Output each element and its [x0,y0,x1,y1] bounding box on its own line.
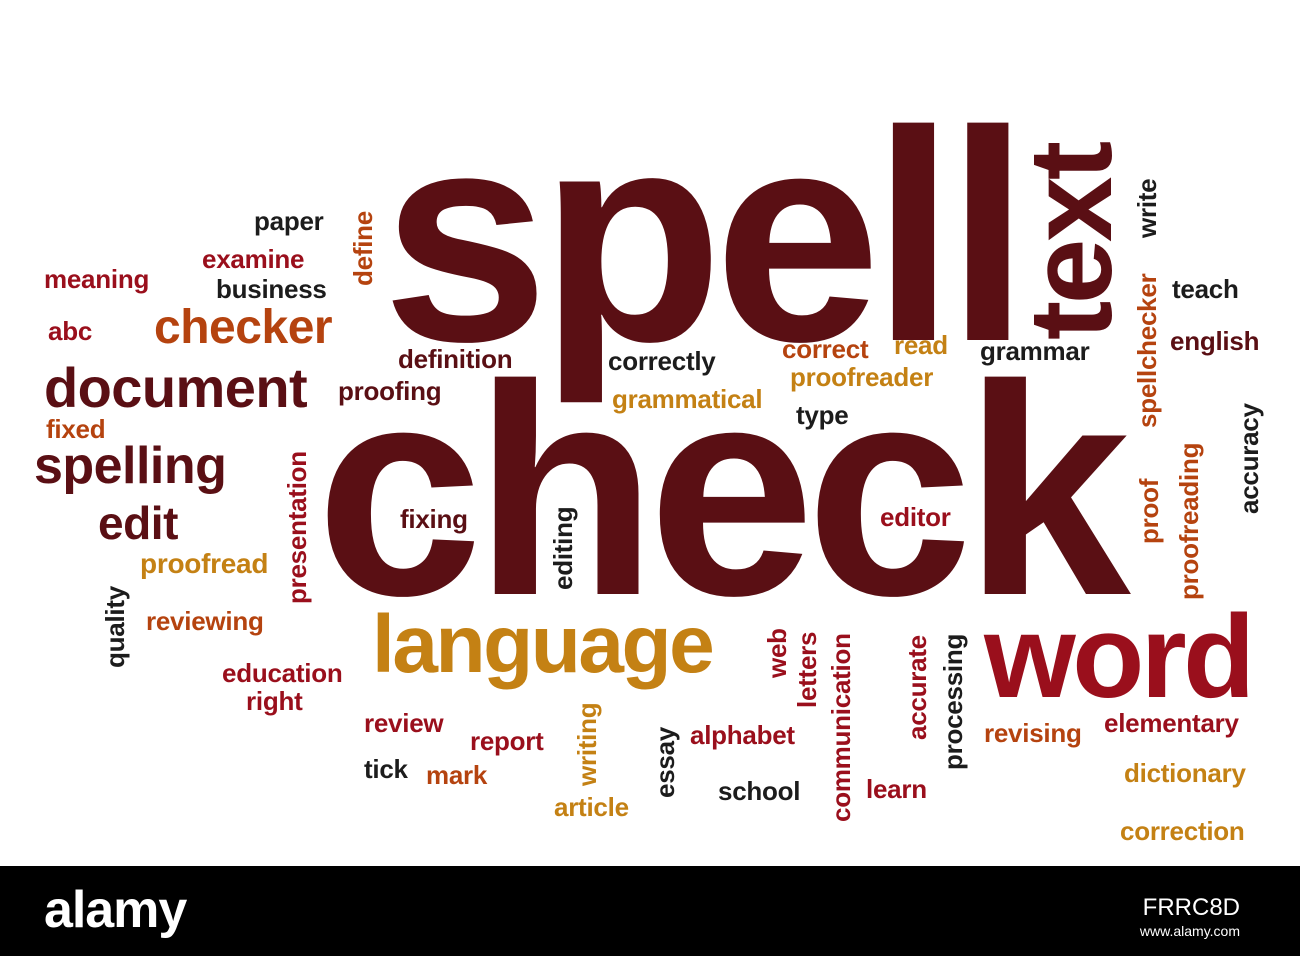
word-learn: learn [866,774,927,804]
word-revising: revising [984,718,1082,748]
word-meaning: meaning [44,264,150,294]
word-edit: edit [98,497,178,549]
word-spell: spell [382,68,1030,404]
word-proofreading: proofreading [1174,442,1204,600]
word-cloud: spell check text word language document … [34,68,1264,846]
word-accurate: accurate [902,635,932,740]
word-editing: editing [548,506,578,590]
word-right: right [246,686,303,716]
word-proof: proof [1134,478,1164,544]
word-education: education [222,658,343,688]
word-elementary: elementary [1104,708,1239,738]
word-alphabet: alphabet [690,720,795,750]
word-document: document [44,356,308,419]
word-english: english [1170,326,1260,356]
word-teach: teach [1172,274,1239,304]
word-school: school [718,776,801,806]
word-language: language [372,599,715,690]
word-grammatical: grammatical [612,384,763,414]
word-dictionary: dictionary [1124,758,1246,788]
word-proofreader: proofreader [790,362,934,392]
word-article: article [554,792,629,822]
word-write: write [1132,178,1162,238]
word-fixing: fixing [400,504,468,534]
word-communication: communication [826,633,856,822]
word-presentation: presentation [282,451,312,604]
word-business: business [216,274,327,304]
image-code: FRRC8D [1142,894,1240,921]
word-spellchecker: spellchecker [1132,273,1162,428]
word-read: read [894,330,948,360]
word-essay: essay [650,727,680,798]
word-correct: correct [782,334,869,364]
watermark-footer: alamy FRRC8D www.alamy.com [0,866,1300,956]
word-accuracy: accuracy [1234,403,1264,514]
word-check: check [316,322,1131,658]
word-proofread: proofread [140,548,269,579]
word-correction: correction [1120,816,1245,846]
word-mark: mark [426,760,488,790]
word-report: report [470,726,544,756]
word-web: web [762,628,792,678]
word-define: define [348,210,378,286]
word-text: text [1005,144,1137,340]
word-proofing: proofing [338,376,442,406]
word-letters: letters [792,631,822,708]
word-quality: quality [100,586,130,668]
word-examine: examine [202,244,305,274]
word-writing: writing [572,702,602,786]
word-editor: editor [880,502,951,532]
site-url: www.alamy.com [1139,923,1240,939]
word-word: word [984,591,1255,723]
word-abc: abc [48,316,93,346]
word-tick: tick [364,754,408,784]
word-fixed: fixed [46,414,106,444]
word-spelling: spelling [34,437,227,495]
word-correctly: correctly [608,346,716,376]
word-processing: processing [938,633,968,770]
word-definition: definition [398,344,513,374]
word-reviewing: reviewing [146,606,264,636]
word-checker: checker [154,301,333,354]
word-type: type [796,400,849,430]
word-paper: paper [254,206,324,236]
brand-logo: alamy [44,881,187,939]
word-review: review [364,708,444,738]
word-grammar: grammar [980,336,1090,366]
